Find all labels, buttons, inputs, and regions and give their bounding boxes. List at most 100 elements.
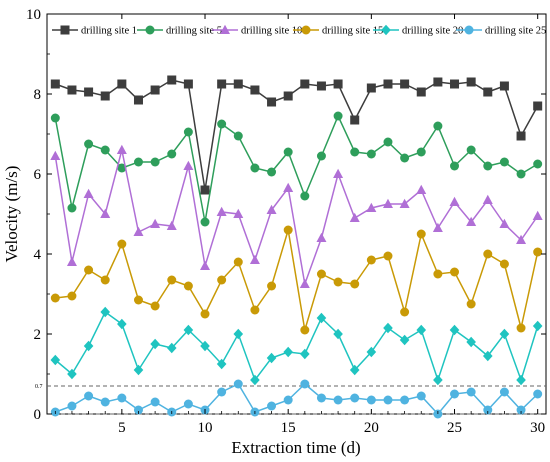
data-point [482,194,493,204]
data-point [333,168,344,178]
data-point [67,368,77,380]
data-point [466,336,476,348]
data-point [267,401,277,411]
data-point [217,79,227,89]
data-point [100,306,111,318]
x-tick-label: 20 [364,420,379,436]
data-point [466,77,476,87]
x-tick-label: 10 [198,420,213,436]
data-point [533,159,543,169]
data-point [200,217,210,227]
data-point [416,229,426,239]
x-tick-label: 25 [447,420,462,436]
data-point [283,395,293,405]
y-tick-label: 4 [34,247,42,263]
data-point [366,255,376,265]
data-point [433,269,443,279]
data-point [432,222,443,232]
data-point [300,325,310,335]
legend-label: drilling site 20 [402,26,463,37]
data-point [216,358,227,370]
data-point [100,145,110,155]
data-point [416,391,426,401]
data-point [150,397,160,407]
data-point [233,79,243,89]
legend-item: drilling site 20 [373,24,463,37]
data-point [333,328,343,340]
x-axis-title: Extraction time (d) [231,438,360,457]
data-point [416,87,426,97]
data-point [433,374,443,386]
data-point [532,210,543,220]
data-point [499,259,509,269]
series-4 [50,225,543,335]
data-point [67,401,77,411]
data-point [383,322,393,334]
data-point [400,79,410,89]
data-point [483,161,493,171]
series-5 [50,306,543,386]
data-point [183,79,193,89]
data-point [499,157,509,167]
legend-marker [220,24,230,34]
data-point [283,346,293,358]
legend-item: drilling site 10 [212,24,302,37]
data-point [267,97,277,107]
data-point [267,281,277,291]
series-layer [50,75,543,419]
data-point [83,340,94,352]
data-point [350,279,360,289]
series-line [55,382,539,416]
data-point [250,374,260,386]
data-point [249,254,260,264]
data-point [400,395,410,405]
x-tick-label: 5 [118,420,126,436]
data-point [116,144,127,154]
data-point [466,299,476,309]
data-point [266,352,277,364]
data-point [66,256,77,266]
data-point [67,203,77,213]
legend-item: drilling site 5 [137,25,222,37]
data-point [466,387,476,397]
data-point [383,79,393,89]
data-point [283,147,293,157]
data-point [416,184,427,194]
data-point [399,198,410,208]
data-point [366,346,377,358]
legend: drilling site 1 drilling site 5 drilling s… [52,24,546,37]
data-point [217,119,227,129]
data-point [450,79,460,89]
data-point [300,79,310,89]
data-point [350,393,360,403]
data-point [300,348,310,360]
data-point [117,79,127,89]
data-point [167,149,177,159]
data-point [183,127,193,137]
data-point [383,395,393,405]
data-point [233,257,243,267]
data-point [316,393,326,403]
data-point [483,87,493,97]
data-point [267,167,277,177]
y-tick-label: 2 [34,327,42,343]
data-point [383,251,393,261]
legend-label: drilling site 25 [485,26,546,37]
data-point [532,320,543,332]
y-axis-title: Velocity (m/s) [2,166,21,263]
reference-line-label: 0.7 [35,384,43,390]
data-point [316,312,327,324]
data-point [133,295,143,305]
data-point [183,399,193,409]
data-point [399,334,410,346]
data-point [516,131,526,141]
data-point [84,87,94,97]
data-point [316,81,326,91]
data-point [366,202,377,212]
legend-marker [60,25,70,35]
data-point [516,323,526,333]
data-point [400,307,410,317]
data-point [150,338,160,350]
data-point [250,163,260,173]
